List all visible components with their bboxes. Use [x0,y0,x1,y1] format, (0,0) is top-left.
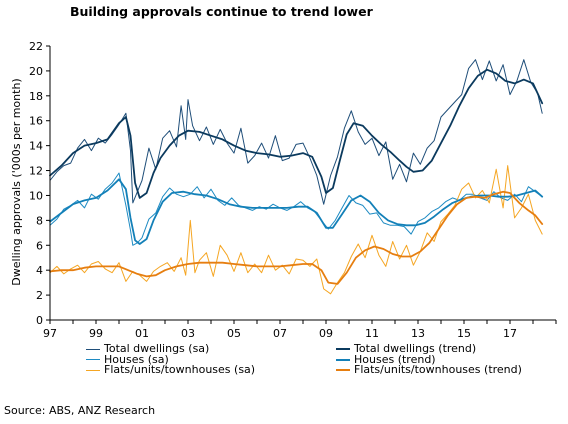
y-tick-label: 18 [29,90,43,103]
legend-swatch [86,369,100,371]
y-tick-label: 2 [36,289,43,302]
x-tick-label: 13 [411,327,425,340]
y-tick-label: 22 [29,40,43,53]
legend-label: Total dwellings (sa) [104,342,210,355]
chart-area: Dwelling approvals ('000s per month) 0 2 4… [10,40,557,340]
legend-label: Total dwellings (trend) [354,342,477,355]
x-tick-label: 11 [365,327,379,340]
legend-item-houses-trend: Houses (trend) [336,352,546,366]
legend-label: Houses (sa) [104,352,169,366]
axes-layer: 0 2 4 6 8 10 12 14 16 18 20 22 97 99 01 03 05 07 09 11 13 15 1… [29,40,557,340]
y-tick-label: 12 [29,165,43,178]
legend-item-flats-trend: Flats/units/townhouses (trend) [336,363,546,376]
x-tick-label: 99 [89,327,103,340]
legend-swatch [86,359,100,361]
y-tick-label: 16 [29,115,43,128]
y-tick-label: 10 [29,189,43,202]
x-tick-label: 07 [273,327,287,340]
y-tick-label: 14 [29,140,43,153]
legend-item-total-trend: Total dwellings (trend) [336,342,546,355]
legend-label: Flats/units/townhouses (sa) [104,363,256,376]
x-tick-label: 15 [457,327,471,340]
series-layer [49,59,544,295]
legend-swatch [336,348,350,351]
legend-item-total-sa: Total dwellings (sa) [86,342,336,355]
x-tick-label: 97 [43,327,57,340]
legend-label: Flats/units/townhouses (trend) [354,363,522,376]
y-tick-label: 6 [36,239,43,252]
series-line-houses-trend [49,178,544,245]
x-tick-label: 05 [227,327,241,340]
y-axis-label: Dwelling approvals ('000s per month) [10,78,23,285]
legend-item-houses-sa: Houses (sa) [86,352,336,366]
legend-item-flats-sa: Flats/units/townhouses (sa) [86,363,336,376]
x-tick-label: 03 [181,327,195,340]
legend-swatch [336,369,350,372]
series-line-flats-trend [49,190,544,285]
source-note: Source: ABS, ANZ Research [4,404,156,417]
chart-title: Building approvals continue to trend low… [70,4,373,19]
series-line-total-trend [49,68,544,199]
legend-swatch [336,358,350,361]
x-tick-label: 17 [503,327,517,340]
x-tick-label: 01 [135,327,149,340]
legend-swatch [86,348,100,350]
series-line-total-sa [49,59,543,205]
y-tick-label: 20 [29,65,43,78]
y-tick-label: 4 [36,264,43,277]
y-tick-label: 8 [36,214,43,227]
x-tick-label: 09 [319,327,333,340]
y-tick-label: 0 [36,314,43,327]
legend: Total dwellings (sa) Total dwellings (tre… [86,342,546,384]
y-axis-label-group: Dwelling approvals ('000s per month) [10,78,23,285]
legend-label: Houses (trend) [354,352,436,366]
